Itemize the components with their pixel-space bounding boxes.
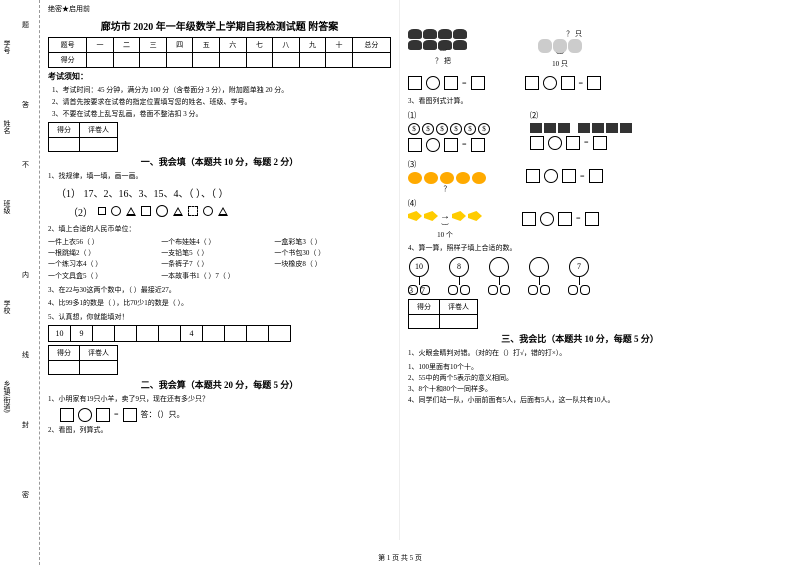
seal-char: 密: [22, 490, 29, 500]
section-1-title: 一、我会填（本题共 10 分，每题 2 分）: [48, 155, 391, 168]
dollar-row: $$$$$$: [408, 123, 490, 135]
circle-icon: [156, 205, 168, 217]
blank-shape: [188, 206, 198, 216]
seal-char: 内: [22, 270, 29, 280]
q5-text: 5、认真想，你就能填对！: [48, 312, 391, 323]
q4-text: 4、比99多1的数是（ ），比70少1的数是（ ）。: [48, 298, 391, 309]
seal-char: 题: [22, 20, 29, 30]
page-footer: 第 1 页 共 5 页: [0, 553, 800, 563]
tf-items: 1、100里面有10个十。 2、55中的两个5表示的意义相同。 3、8个十和80…: [408, 362, 752, 407]
notice-item: 1、考试时间：45 分钟，满分为 100 分（含卷面分 3 分），附加题单独 2…: [48, 85, 391, 95]
s2q2-text: 2、看图，列算式。: [48, 425, 391, 436]
notice-item: 2、请首先按要求在试卷的指定位置填写您的姓名、班级、学号。: [48, 97, 391, 107]
s2q1-text: 1、小明家有19只小羊，卖了9只，现在还有多少只？: [48, 394, 391, 405]
circle-icon: [111, 206, 121, 216]
triangle-icon: [173, 207, 183, 216]
binding-label: 姓名: [2, 120, 12, 134]
seq-2-label: （2）: [68, 204, 93, 219]
section-2-title: 二、我会算（本题共 20 分，每题 5 分）: [48, 378, 391, 391]
grader-table: 得分评卷人: [48, 345, 118, 375]
seal-char: 线: [22, 350, 29, 360]
notice-heading: 考试须知：: [48, 71, 391, 82]
equation-line: =: [408, 76, 485, 90]
r-q4-text: 4、算一算，照样子填上合适的数。: [408, 243, 752, 254]
confidential-label: 绝密★启用前: [48, 4, 391, 14]
crab-row: [530, 123, 632, 133]
equation-line: =: [530, 136, 632, 150]
notice-item: 3、不要在试卷上乱写乱画，卷面不整洁扣 3 分。: [48, 109, 391, 119]
binding-label: 班级: [2, 200, 12, 214]
horn-row: →: [408, 211, 482, 222]
bee-row: [408, 172, 486, 184]
grader-table: 得分评卷人: [48, 122, 118, 152]
q1-text: 1、找规律，填一填，画一画。: [48, 171, 391, 182]
circle-icon: [203, 206, 213, 216]
q2-text: 2、填上合适的人民币单位：: [48, 224, 391, 235]
part-2: ⑵: [530, 111, 538, 120]
question-mark: ？: [408, 184, 486, 194]
binding-label: 乡镇(街道): [2, 380, 12, 413]
square-icon: [98, 207, 106, 215]
grader-table: 得分评卷人: [408, 299, 478, 329]
square-icon: [141, 206, 151, 216]
equation-line: =: [522, 201, 599, 237]
q2-items: 一件上衣56（ ）一个布娃娃4（ ）一盒彩笔3（ ） 一根跳绳2（ ）一支铅笔5…: [48, 237, 391, 282]
part-3: ⑶: [408, 160, 416, 169]
binding-label: 学校: [2, 300, 12, 314]
seal-char: 不: [22, 160, 29, 170]
r-q3-text: 3、看图列式计算。: [408, 96, 752, 107]
equation-line: =: [526, 162, 603, 191]
score-table: 题号一二三四五六七八九十总分 得分: [48, 37, 391, 68]
equation-line: =答：（）只。: [60, 408, 391, 422]
q3-text: 3、在22与30这两个数中，（ ）最接近27。: [48, 285, 391, 296]
equation-line: =: [408, 138, 490, 152]
mice-group: ︸ ？ 把: [408, 29, 478, 66]
part-1: ⑴: [408, 111, 416, 120]
rabbit-group: ？ 只 ︸ 10 只: [538, 29, 582, 69]
section-3-title: 三、我会比（本题共 10 分，每题 5 分）: [408, 332, 752, 345]
seal-char: 封: [22, 420, 29, 430]
equation-line: =: [525, 76, 602, 90]
s3q1-text: 1、火眼金睛判对错。（对的在（）打√，错的打×）。: [408, 348, 752, 359]
exam-title: 廊坊市 2020 年一年级数学上学期自我检测试题 附答案: [48, 18, 391, 33]
binding-label: 学号: [2, 40, 12, 54]
seq-1: （1） 17、2、16、3、15、4、（ ）、（ ）: [56, 185, 391, 200]
triangle-icon: [218, 207, 228, 216]
ball-diagram: 1037 8 7: [408, 257, 752, 295]
triangle-icon: [126, 207, 136, 216]
part-4: ⑷: [408, 199, 416, 208]
seal-char: 答: [22, 100, 29, 110]
number-boxes: 1094: [48, 325, 291, 342]
